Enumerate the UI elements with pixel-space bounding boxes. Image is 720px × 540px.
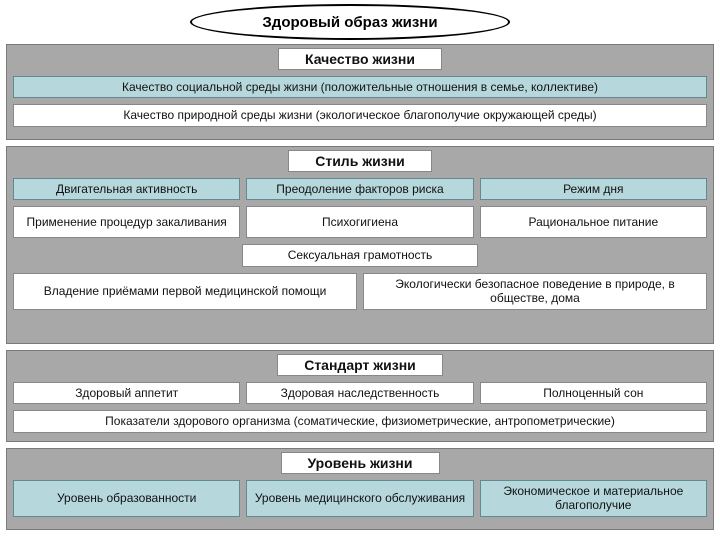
cell: Здоровый аппетит: [13, 382, 240, 404]
cell: Двигательная активность: [13, 178, 240, 200]
main-title: Здоровый образ жизни: [262, 14, 437, 31]
cell: Экономическое и материальное благополучи…: [480, 480, 707, 517]
row: Качество социальной среды жизни (положит…: [7, 73, 713, 101]
row: Здоровый аппетит Здоровая наследственнос…: [7, 379, 713, 407]
main-title-ellipse: Здоровый образ жизни: [190, 4, 510, 40]
section-header-wrap: Уровень жизни: [7, 449, 713, 477]
cell: Сексуальная грамотность: [242, 244, 479, 266]
spacer: [13, 244, 236, 266]
row: Сексуальная грамотность: [7, 241, 713, 269]
section-header-style: Стиль жизни: [288, 150, 432, 172]
cell: Преодоление факторов риска: [246, 178, 473, 200]
cell: Показатели здорового организма (соматиче…: [13, 410, 707, 432]
row: Двигательная активность Преодоление факт…: [7, 175, 713, 203]
cell: Уровень образованности: [13, 480, 240, 517]
cell: Рациональное питание: [480, 206, 707, 238]
cell: Психогигиена: [246, 206, 473, 238]
section-quality: Качество жизни Качество социальной среды…: [6, 44, 714, 140]
diagram-canvas: Здоровый образ жизни Качество жизни Каче…: [0, 0, 720, 540]
section-standard: Стандарт жизни Здоровый аппетит Здоровая…: [6, 350, 714, 442]
row: Владение приёмами первой медицинской пом…: [7, 270, 713, 313]
cell: Полноценный сон: [480, 382, 707, 404]
section-header-wrap: Качество жизни: [7, 45, 713, 73]
cell: Качество природной среды жизни (экологич…: [13, 104, 707, 126]
section-level: Уровень жизни Уровень образованности Уро…: [6, 448, 714, 530]
row: Применение процедур закаливания Психогиг…: [7, 203, 713, 241]
cell: Экологически безопасное поведение в прир…: [363, 273, 707, 310]
cell: Уровень медицинского обслуживания: [246, 480, 473, 517]
cell: Владение приёмами первой медицинской пом…: [13, 273, 357, 310]
section-style: Стиль жизни Двигательная активность Прео…: [6, 146, 714, 344]
cell: Применение процедур закаливания: [13, 206, 240, 238]
spacer: [484, 244, 707, 266]
section-header-quality: Качество жизни: [278, 48, 442, 70]
cell: Режим дня: [480, 178, 707, 200]
section-header-standard: Стандарт жизни: [277, 354, 443, 376]
row: Качество природной среды жизни (экологич…: [7, 101, 713, 129]
section-header-wrap: Стандарт жизни: [7, 351, 713, 379]
section-header-wrap: Стиль жизни: [7, 147, 713, 175]
cell: Качество социальной среды жизни (положит…: [13, 76, 707, 98]
cell: Здоровая наследственность: [246, 382, 473, 404]
row: Показатели здорового организма (соматиче…: [7, 407, 713, 435]
section-header-level: Уровень жизни: [281, 452, 440, 474]
row: Уровень образованности Уровень медицинск…: [7, 477, 713, 520]
